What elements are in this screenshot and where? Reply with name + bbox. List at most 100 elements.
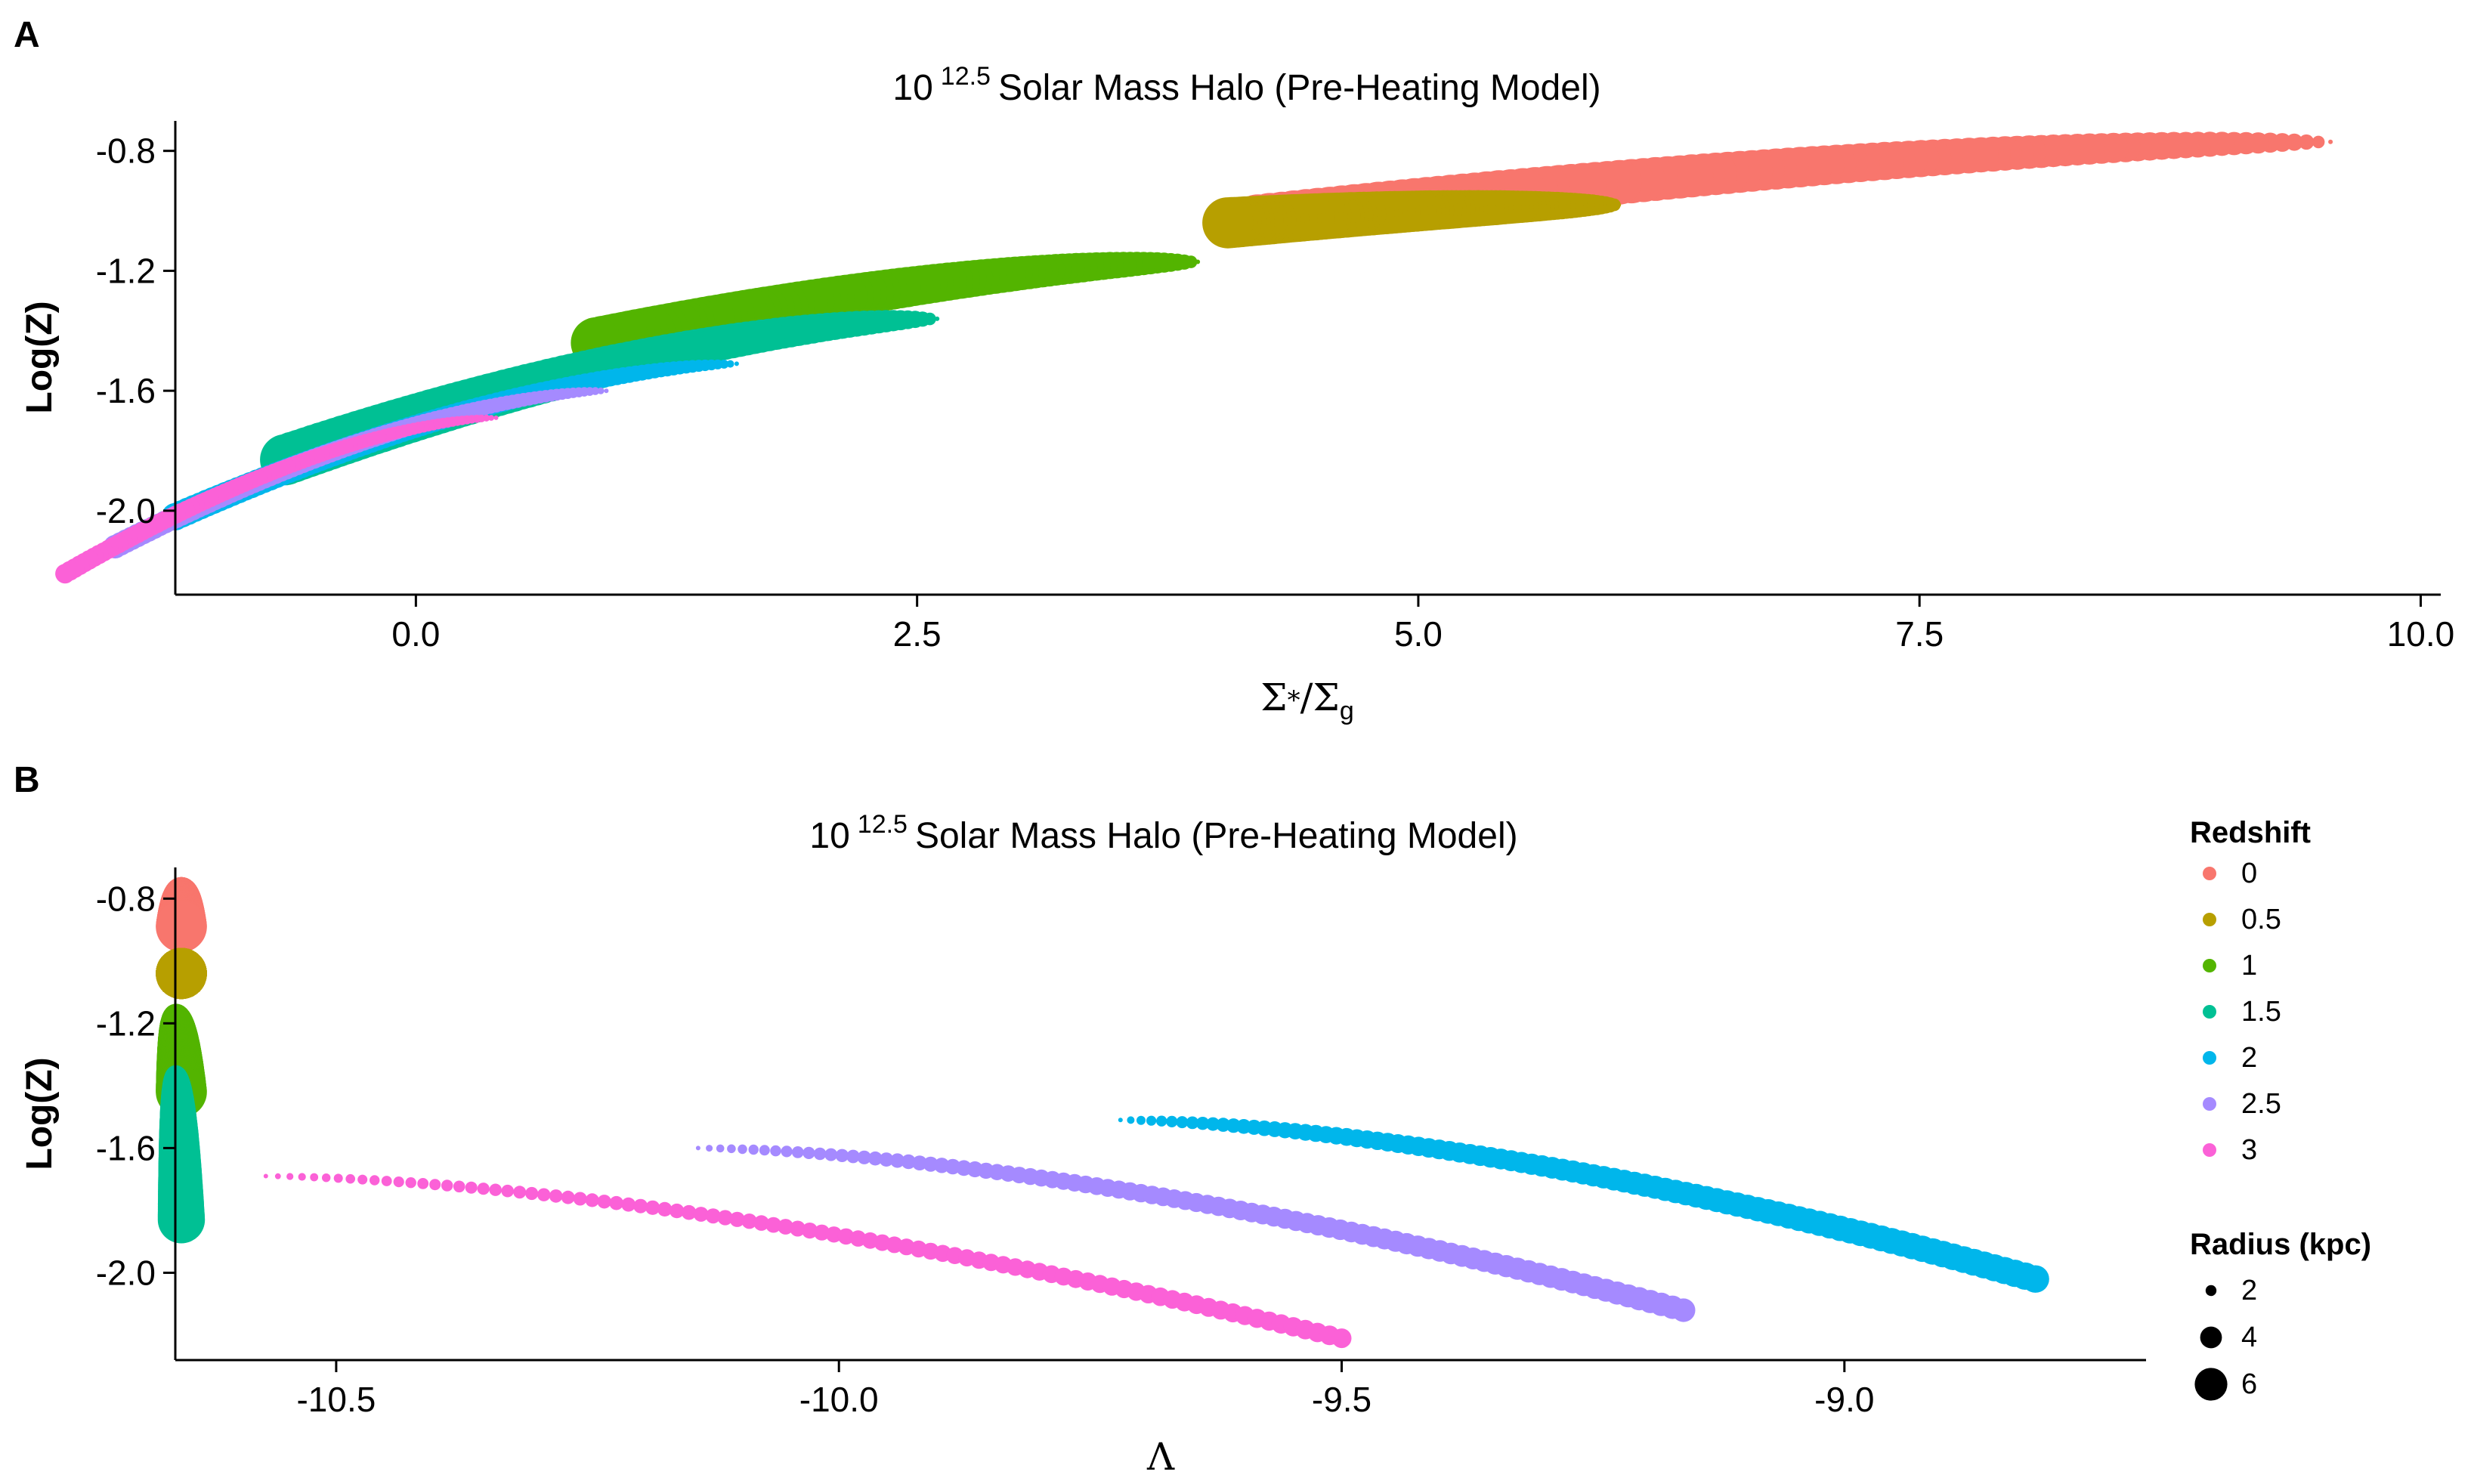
data-point <box>1331 1328 1352 1349</box>
series-3 <box>55 414 499 584</box>
series-0_5 <box>1202 190 1622 249</box>
panel-b-title: 10 12.5 Solar Mass Halo (Pre-Heating Model… <box>809 810 1517 856</box>
panel-b: B 10 12.5 Solar Mass Halo (Pre-Heating Mod… <box>14 760 2146 1479</box>
data-point <box>597 387 605 394</box>
data-point <box>741 1213 757 1229</box>
data-point <box>1127 1116 1135 1124</box>
data-point <box>310 1173 319 1182</box>
data-point <box>693 1207 709 1222</box>
legend-color-swatch <box>2203 1143 2216 1157</box>
data-point <box>657 1201 673 1217</box>
legend-size-label: 4 <box>2241 1322 2257 1353</box>
legend-size-title: Radius (kpc) <box>2190 1228 2371 1261</box>
data-point <box>493 415 499 420</box>
series-2 <box>1118 1115 2049 1293</box>
panel-a-plot-area <box>55 131 2333 584</box>
panel-a-title: 10 12.5 Solar Mass Halo (Pre-Heating Model… <box>892 62 1600 108</box>
data-point <box>681 1204 697 1220</box>
x-tick-label: -9.5 <box>1312 1380 1372 1419</box>
data-point <box>935 316 940 321</box>
panel-a: A 10 12.5 Solar Mass Halo (Pre-Heating Mod… <box>14 15 2454 725</box>
legend-color-label: 2 <box>2241 1042 2257 1074</box>
panel-label-a: A <box>14 15 40 55</box>
data-point <box>597 1195 611 1209</box>
data-point <box>734 361 739 366</box>
legend-color-label: 0 <box>2241 858 2257 889</box>
data-point <box>890 1153 905 1168</box>
data-point <box>501 1184 514 1198</box>
data-point <box>345 1173 356 1184</box>
panel-b-plot-area <box>156 876 2049 1349</box>
data-point <box>489 1183 502 1196</box>
panel-a-x-axis-title: Σ*/Σg <box>1260 676 1354 725</box>
data-point <box>621 1197 636 1212</box>
data-point <box>717 1210 733 1226</box>
legend-size-label: 6 <box>2241 1368 2257 1400</box>
series-0_5 <box>156 948 207 1000</box>
data-point <box>561 1190 575 1204</box>
data-point <box>716 1144 725 1153</box>
panel-a-axes: 0.0 2.5 5.0 7.5 10.0 -0.8 -1.2 -1.6 -2.0 <box>96 131 2455 654</box>
data-point <box>781 1145 793 1158</box>
panel-b-axes: -10.5 -10.0 -9.5 -9.0 -0.8 -1.2 -1.6 -2.0 <box>96 879 1875 1419</box>
legend-color-title: Redshift <box>2190 816 2311 849</box>
data-point <box>1136 1115 1146 1125</box>
legend-size-swatch <box>2205 1285 2217 1297</box>
data-point <box>370 1175 380 1186</box>
y-tick-label: -1.6 <box>96 371 156 410</box>
panel-a-y-axis-title: Log(Z) <box>20 301 60 413</box>
data-point <box>2021 1265 2049 1293</box>
data-point <box>835 1149 849 1163</box>
x-tick-label: 7.5 <box>1895 614 1944 654</box>
y-tick-label: -1.2 <box>96 1003 156 1043</box>
x-tick-label: 2.5 <box>893 614 942 654</box>
data-point <box>513 1186 527 1199</box>
data-point <box>770 1145 781 1157</box>
data-point <box>868 1151 883 1166</box>
data-point <box>1202 197 1254 249</box>
data-point <box>2312 135 2325 149</box>
legend-color-label: 1.5 <box>2241 996 2281 1028</box>
data-point <box>156 901 207 953</box>
data-point <box>263 1173 268 1179</box>
data-point <box>1195 1117 1210 1130</box>
legend: Redshift 0 0.5 1 1.5 2 2.5 3 Radius (kpc) 2 4 6 <box>2190 816 2371 1401</box>
data-point <box>923 1156 939 1172</box>
panel-b-y-axis-title: Log(Z) <box>20 1057 60 1170</box>
legend-size-label: 2 <box>2241 1275 2257 1306</box>
legend-color-swatch <box>2203 867 2216 880</box>
data-point <box>791 1146 804 1158</box>
data-point <box>537 1188 551 1201</box>
data-point <box>837 1228 855 1245</box>
data-point <box>765 1217 781 1233</box>
data-point <box>1176 1116 1189 1129</box>
data-point <box>802 1223 818 1239</box>
data-point <box>333 1173 343 1183</box>
legend-color-swatch <box>2203 959 2216 972</box>
data-point <box>441 1179 453 1192</box>
data-point <box>55 564 76 584</box>
data-point <box>1671 1298 1696 1322</box>
data-point <box>727 1144 736 1154</box>
data-point <box>633 1198 648 1213</box>
data-point <box>748 1144 759 1155</box>
legend-color-label: 3 <box>2241 1134 2257 1166</box>
data-point <box>790 1220 806 1237</box>
data-point <box>286 1173 294 1180</box>
data-point <box>857 1150 871 1164</box>
x-tick-label: 5.0 <box>1394 614 1443 654</box>
data-point <box>778 1219 793 1235</box>
data-point <box>157 1196 206 1244</box>
data-point <box>1166 1115 1178 1127</box>
y-tick-label: -2.0 <box>96 1253 156 1292</box>
data-point <box>814 1224 830 1241</box>
y-tick-label: -1.6 <box>96 1128 156 1167</box>
x-tick-label: -10.5 <box>296 1380 376 1419</box>
data-point <box>738 1144 747 1155</box>
y-tick-label: -0.8 <box>96 131 156 171</box>
data-point <box>573 1192 587 1206</box>
data-point <box>488 415 494 421</box>
data-point <box>879 1152 894 1167</box>
data-point <box>1206 1117 1220 1131</box>
